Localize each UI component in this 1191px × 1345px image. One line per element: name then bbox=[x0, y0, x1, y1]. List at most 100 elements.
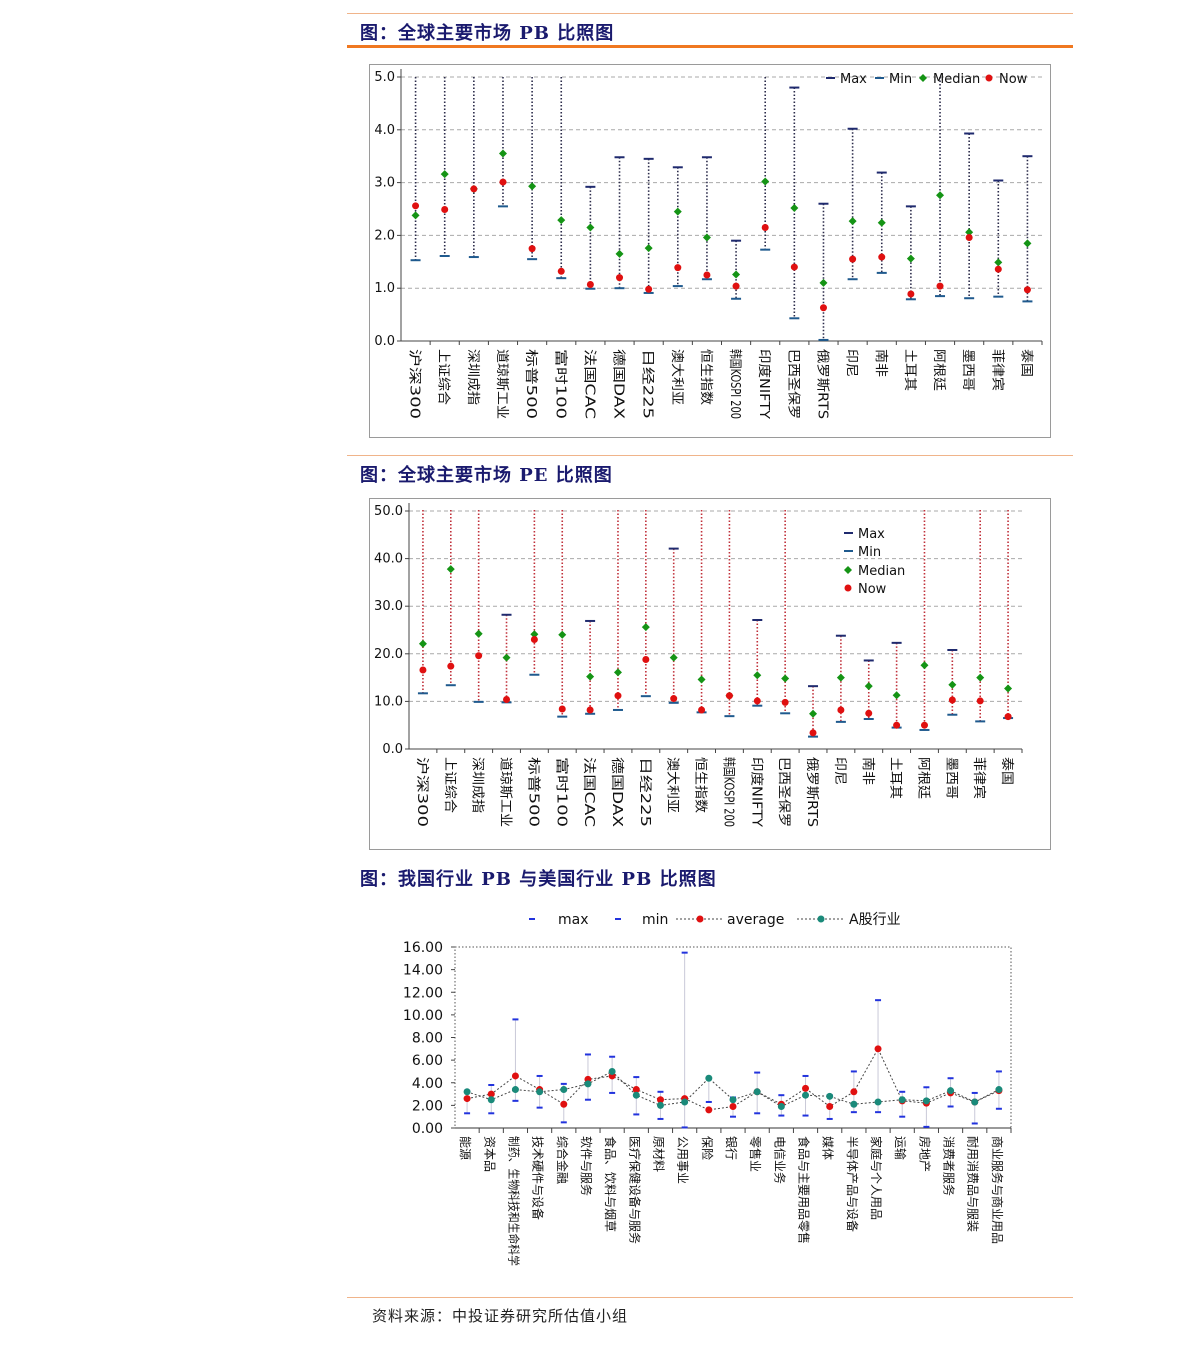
x-tick-label: 泰国 bbox=[1018, 349, 1033, 377]
x-tick-label: 日经225 bbox=[640, 349, 655, 419]
median-point bbox=[615, 249, 624, 258]
median-point bbox=[557, 216, 566, 225]
y-tick-label: 2.00 bbox=[412, 1098, 443, 1114]
median-point bbox=[761, 177, 770, 186]
now-point bbox=[753, 697, 761, 705]
legend-label: Max bbox=[840, 72, 867, 87]
median-point bbox=[418, 639, 427, 648]
median-point bbox=[586, 672, 595, 681]
now-point bbox=[419, 666, 427, 674]
median-point bbox=[877, 218, 886, 227]
median-point bbox=[673, 207, 682, 216]
median-point bbox=[848, 217, 857, 226]
x-tick-label: 菲律宾 bbox=[989, 349, 1005, 391]
median-point bbox=[819, 278, 828, 287]
median-point bbox=[669, 653, 678, 662]
x-tick-label: 土耳其 bbox=[888, 757, 903, 799]
median-point bbox=[1023, 239, 1032, 248]
legend-label: Now bbox=[999, 72, 1028, 87]
y-tick-label: 40.0 bbox=[374, 552, 403, 567]
x-tick-label: 房地产 bbox=[917, 1136, 932, 1172]
a-share-point bbox=[753, 1088, 761, 1096]
x-tick-label: 澳大利亚 bbox=[669, 349, 685, 405]
now-point bbox=[614, 692, 622, 700]
y-tick-label: 12.00 bbox=[403, 985, 443, 1001]
y-tick-label: 1.0 bbox=[374, 281, 395, 296]
now-point bbox=[781, 698, 789, 706]
now-point bbox=[557, 267, 565, 275]
median-point bbox=[864, 682, 873, 691]
x-tick-label: 法国CAC bbox=[581, 349, 596, 419]
legend-label: Min bbox=[889, 72, 912, 87]
y-tick-label: 0.0 bbox=[374, 334, 395, 349]
x-tick-label: 恒生指数 bbox=[698, 349, 713, 405]
now-point bbox=[976, 697, 984, 705]
legend-label: Min bbox=[858, 545, 881, 560]
x-tick-label: 上证综合 bbox=[442, 757, 457, 813]
legend-label: Max bbox=[858, 527, 885, 542]
pe-chart-frame: 0.0 10.0 20.0 30.0 40.0 50.0 沪深300 上证综合 深圳成指 道琼斯工… bbox=[369, 498, 1051, 850]
legend-label: min bbox=[642, 912, 668, 928]
a-share-point bbox=[511, 1086, 519, 1094]
median-point bbox=[994, 258, 1003, 267]
a-share-point bbox=[971, 1098, 979, 1106]
y-tick-label: 10.0 bbox=[374, 694, 403, 709]
x-tick-label: 日经225 bbox=[637, 757, 652, 827]
median-point bbox=[446, 565, 455, 574]
legend-marker bbox=[817, 915, 825, 923]
x-tick-label: 原材料 bbox=[651, 1136, 665, 1172]
median-point bbox=[411, 211, 420, 220]
legend-marker bbox=[696, 915, 704, 923]
now-point bbox=[837, 706, 845, 714]
now-point bbox=[674, 264, 682, 272]
now-point bbox=[893, 721, 901, 729]
x-tick-label: 标普500 bbox=[523, 349, 538, 419]
now-point bbox=[528, 245, 536, 253]
legend-label: average bbox=[727, 912, 784, 928]
now-point bbox=[965, 234, 973, 242]
y-tick-label: 4.00 bbox=[412, 1076, 443, 1092]
x-tick-label: 南非 bbox=[860, 757, 876, 785]
median-point bbox=[809, 709, 818, 718]
now-point bbox=[642, 656, 650, 664]
now-point bbox=[994, 265, 1002, 273]
y-tick-label: 0.0 bbox=[382, 742, 403, 757]
x-tick-label: 上证综合 bbox=[436, 349, 451, 405]
median-point bbox=[586, 223, 595, 232]
median-point bbox=[753, 671, 762, 680]
now-point bbox=[586, 706, 594, 714]
now-point bbox=[616, 274, 624, 282]
x-tick-label: 道琼斯工业 bbox=[498, 757, 513, 827]
a-share-point bbox=[922, 1097, 930, 1105]
y-tick-label: 10.00 bbox=[403, 1008, 443, 1024]
legend-marker bbox=[919, 74, 927, 82]
top-rule bbox=[347, 13, 1073, 14]
average-point bbox=[632, 1086, 640, 1094]
a-share-point bbox=[874, 1098, 882, 1106]
y-tick-label: 14.00 bbox=[403, 963, 443, 979]
now-point bbox=[936, 282, 944, 290]
a-share-point bbox=[705, 1074, 713, 1082]
x-tick-label: 巴西圣保罗 bbox=[785, 349, 800, 419]
legend-label: Median bbox=[933, 72, 980, 87]
median-point bbox=[502, 653, 511, 662]
average-point bbox=[826, 1103, 834, 1111]
y-tick-label: 2.0 bbox=[374, 228, 395, 243]
x-tick-label: 食品与主要用品零售 bbox=[797, 1136, 812, 1244]
x-tick-label: 深圳成指 bbox=[465, 349, 480, 405]
legend-label: Now bbox=[858, 582, 887, 597]
now-point bbox=[703, 271, 711, 279]
median-point bbox=[644, 244, 653, 253]
a-share-point bbox=[729, 1096, 737, 1104]
median-point bbox=[920, 661, 929, 670]
now-point bbox=[441, 206, 449, 214]
x-tick-label: 零售业 bbox=[748, 1136, 763, 1172]
legend-marker bbox=[985, 74, 993, 82]
average-line bbox=[466, 1047, 1000, 1111]
legend-label: A股行业 bbox=[849, 912, 901, 928]
industry-chart: 0.00 2.00 4.00 6.00 8.00 10.00 12.00 14.00 16.00… bbox=[403, 912, 1012, 1266]
x-tick-label: 俄罗斯RTS bbox=[804, 757, 819, 827]
now-point bbox=[475, 652, 483, 660]
x-tick-label: 泰国 bbox=[999, 757, 1014, 785]
pb-chart-title: 图：全球主要市场 PB 比照图 bbox=[360, 23, 615, 44]
